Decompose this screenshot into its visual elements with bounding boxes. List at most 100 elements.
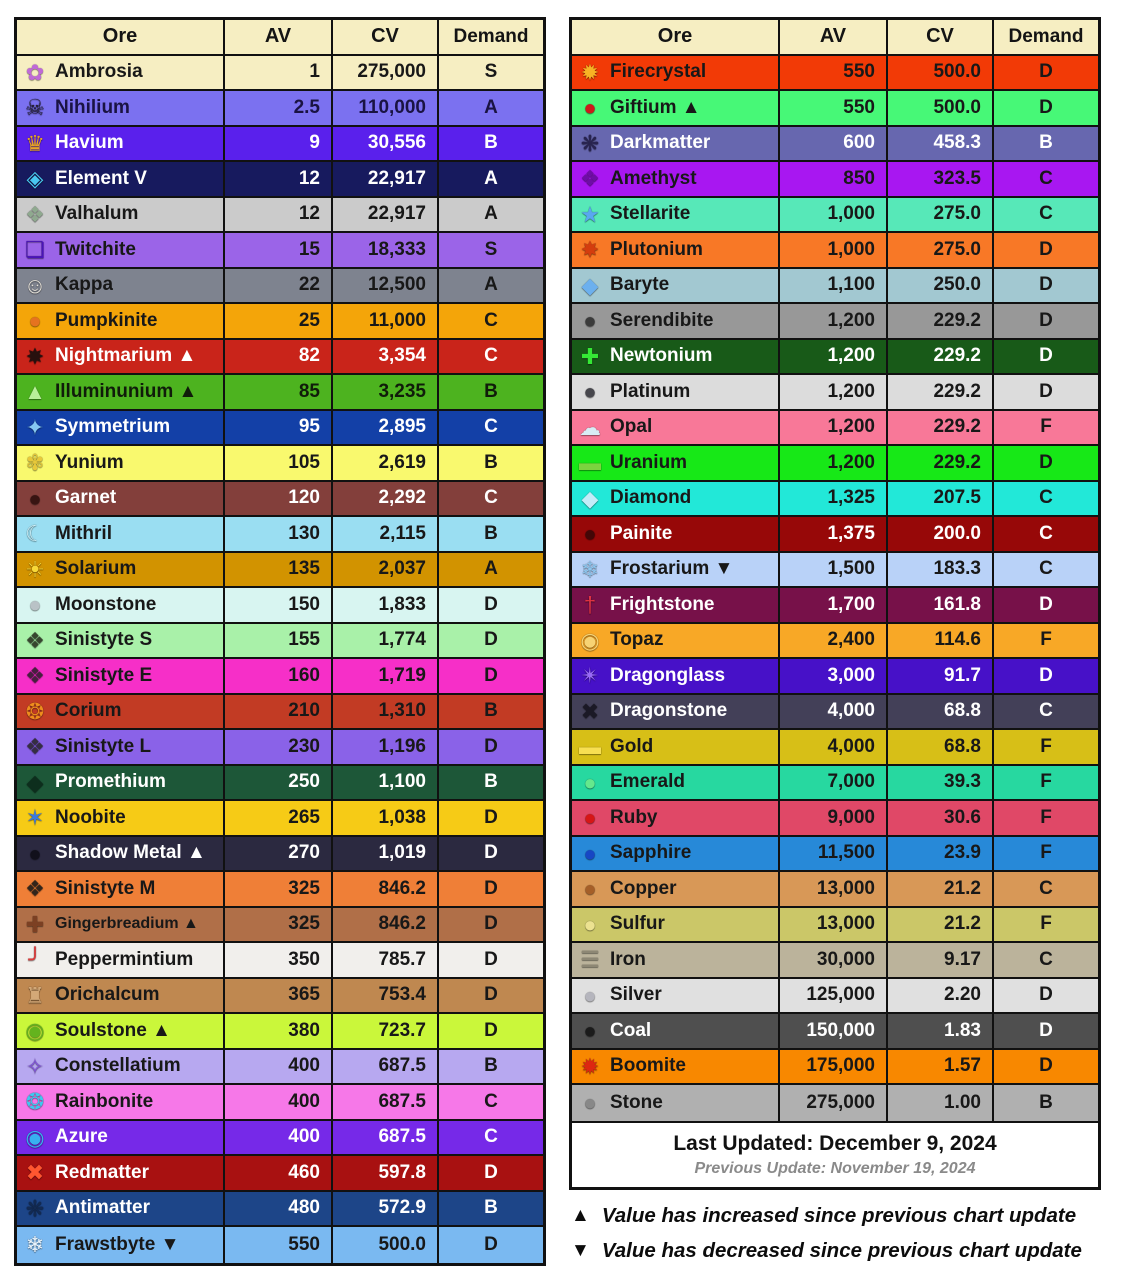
ore-cell: ✹ Boomite <box>572 1050 778 1084</box>
column-header-av: AV <box>778 20 886 54</box>
cv-value: 2,292 <box>331 481 437 515</box>
av-value: 1,200 <box>778 375 886 409</box>
ore-cell: ◈ Element V <box>17 162 223 196</box>
cv-value: 1,196 <box>331 730 437 764</box>
table-row: ◆ Diamond 1,325 207.5 C <box>572 481 1098 517</box>
cv-value: 2,619 <box>331 446 437 480</box>
demand-grade: F <box>992 836 1098 870</box>
ore-name: Baryte <box>610 274 670 296</box>
ore-name: Yunium <box>55 451 124 473</box>
ore-name: Azure <box>55 1126 108 1148</box>
demand-grade: D <box>992 446 1098 480</box>
ore-name: Promethium <box>55 771 166 793</box>
ore-cell: ● Garnet <box>17 482 223 516</box>
demand-grade: B <box>437 446 543 480</box>
av-value: 1,200 <box>778 446 886 480</box>
demand-grade: C <box>437 410 543 444</box>
demand-grade: C <box>437 481 543 515</box>
ore-icon: ▲ <box>24 379 46 405</box>
ore-name: Redmatter <box>55 1161 149 1183</box>
ore-icon: † <box>583 592 597 618</box>
av-value: 95 <box>223 410 331 444</box>
ore-name: Sinistyte S <box>55 629 153 651</box>
ore-cell: ☁ Opal <box>572 411 778 445</box>
table-row: ❖ Sinistyte S 155 1,774 D <box>17 623 543 659</box>
cv-value: 1.00 <box>886 1085 992 1121</box>
demand-grade: A <box>437 91 543 125</box>
ore-cell: ✖ Dragonstone <box>572 695 778 729</box>
demand-grade: F <box>992 410 1098 444</box>
table-row: ● Copper 13,000 21.2 C <box>572 872 1098 908</box>
demand-grade: A <box>437 552 543 586</box>
demand-grade: S <box>437 55 543 89</box>
demand-grade: D <box>992 339 1098 373</box>
cv-value: 229.2 <box>886 446 992 480</box>
av-value: 1,000 <box>778 197 886 231</box>
table-header: Ore AV CV Demand <box>17 20 543 56</box>
ore-icon: ● <box>583 379 597 405</box>
ore-name: Corium <box>55 700 122 722</box>
av-value: 1 <box>223 55 331 89</box>
ore-icon: ● <box>28 840 42 866</box>
ore-icon: ◈ <box>26 166 44 192</box>
ore-icon: ✹ <box>580 1053 600 1079</box>
table-row: ▲ Illuminunium ▲ 85 3,235 B <box>17 375 543 411</box>
legend-decrease: ▼ Value has decreased since previous cha… <box>571 1239 1101 1263</box>
cv-value: 229.2 <box>886 339 992 373</box>
cv-value: 723.7 <box>331 1014 437 1048</box>
av-value: 1,100 <box>778 268 886 302</box>
ore-name: Ambrosia <box>55 61 143 83</box>
av-value: 265 <box>223 801 331 835</box>
demand-grade: D <box>992 91 1098 125</box>
ore-name: Iron <box>610 948 646 970</box>
ore-icon: ✚ <box>580 343 600 369</box>
table-row: ☀ Solarium 135 2,037 A <box>17 552 543 588</box>
ore-icon: ✸ <box>25 343 45 369</box>
cv-value: 1,833 <box>331 588 437 622</box>
ore-icon: ✚ <box>25 911 45 937</box>
cv-value: 1,100 <box>331 765 437 799</box>
table-row: ✴ Dragonglass 3,000 91.7 D <box>572 659 1098 695</box>
table-row: † Frightstone 1,700 161.8 D <box>572 588 1098 624</box>
table-row: ❂ Corium 210 1,310 B <box>17 694 543 730</box>
ore-icon: ◆ <box>581 272 599 298</box>
cv-value: 11,000 <box>331 304 437 338</box>
cv-value: 753.4 <box>331 978 437 1012</box>
cv-value: 687.5 <box>331 1085 437 1119</box>
av-value: 22 <box>223 268 331 302</box>
column-header-demand: Demand <box>437 20 543 54</box>
cv-value: 30,556 <box>331 126 437 160</box>
ore-name: Valhalum <box>55 203 139 225</box>
cv-value: 2,115 <box>331 517 437 551</box>
table-row: ❖ Amethyst 850 323.5 C <box>572 162 1098 198</box>
ore-icon: ◆ <box>26 769 44 795</box>
table-row: ✧ Constellatium 400 687.5 B <box>17 1049 543 1085</box>
demand-grade: D <box>437 1014 543 1048</box>
ore-name: Sinistyte E <box>55 664 153 686</box>
table-row: ❄ Frostarium ▼ 1,500 183.3 C <box>572 552 1098 588</box>
av-value: 130 <box>223 517 331 551</box>
table-row: ╯ Peppermintium 350 785.7 D <box>17 943 543 979</box>
demand-grade: F <box>992 765 1098 799</box>
ore-name: Sinistyte L <box>55 735 152 757</box>
av-value: 550 <box>223 1227 331 1263</box>
av-value: 3,000 <box>778 659 886 693</box>
ore-name: Amethyst <box>610 167 697 189</box>
ore-icon: ❖ <box>580 166 600 192</box>
demand-grade: D <box>992 1049 1098 1083</box>
table-row: ✖ Redmatter 460 597.8 D <box>17 1156 543 1192</box>
ore-icon: ☺ <box>23 272 47 298</box>
cv-value: 114.6 <box>886 623 992 657</box>
ore-icon: ❂ <box>25 1089 45 1115</box>
ore-name: Copper <box>610 877 677 899</box>
ore-icon: ● <box>583 1018 597 1044</box>
table-row: ❄ Frawstbyte ▼ 550 500.0 D <box>17 1227 543 1263</box>
av-value: 30,000 <box>778 943 886 977</box>
cv-value: 22,917 <box>331 197 437 231</box>
ore-cell: ● Stone <box>572 1085 778 1121</box>
table-row: ● Pumpkinite 25 11,000 C <box>17 304 543 340</box>
av-value: 11,500 <box>778 836 886 870</box>
demand-grade: D <box>437 801 543 835</box>
cv-value: 2.20 <box>886 978 992 1012</box>
table-row: ◆ Promethium 250 1,100 B <box>17 765 543 801</box>
